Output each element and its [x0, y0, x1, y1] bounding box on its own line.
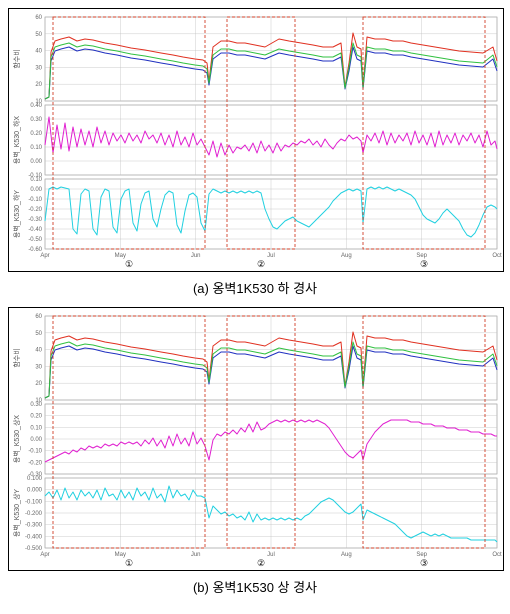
x-month-label: Jun: [191, 552, 201, 558]
ytick-label: -0.100: [25, 499, 43, 505]
ytick-label: 60: [35, 314, 42, 320]
ytick-label: -0.300: [25, 523, 43, 529]
x-month-label: Oct: [492, 253, 502, 259]
y-axis-label: 용벽_K530_하X: [12, 116, 21, 164]
ytick-label: 20: [35, 381, 42, 387]
x-month-label: Aug: [341, 552, 352, 558]
x-month-label: Apr: [40, 253, 49, 259]
ytick-label: 0.20: [30, 131, 42, 137]
ytick-label: 0.30: [30, 117, 42, 123]
y-axis-label: 용벽_K530_하Y: [12, 190, 21, 238]
ytick-label: -0.200: [25, 511, 43, 517]
x-month-label: Jul: [267, 552, 275, 558]
ytick-label: 0.00: [30, 187, 42, 193]
ytick-label: 40: [35, 49, 42, 55]
ytick-label: 0.00: [30, 437, 42, 443]
region-label: ②: [257, 558, 265, 568]
ytick-label: -0.30: [28, 217, 42, 223]
ytick-label: 50: [35, 32, 42, 38]
x-month-label: Apr: [40, 552, 49, 558]
ytick-label: -0.20: [28, 207, 42, 213]
ytick-label: 40: [35, 348, 42, 354]
chart-frame-b: 605040302010함수비0.300.200.100.00-0.10-0.2…: [8, 307, 504, 571]
ytick-label: 0.00: [30, 159, 42, 165]
panel-a: 605040302010함수비0.400.300.200.100.00-0.10…: [8, 8, 502, 297]
x-month-label: Jul: [267, 253, 275, 259]
region-label: ②: [257, 259, 265, 269]
region-label: ①: [125, 558, 133, 568]
ytick-label: 20: [35, 82, 42, 88]
y-axis-label: 용벽_K530_상X: [12, 415, 21, 463]
ytick-label: 0.10: [30, 425, 42, 431]
ytick-label: 60: [35, 15, 42, 21]
x-month-label: Oct: [492, 552, 502, 558]
chart-frame-a: 605040302010함수비0.400.300.200.100.00-0.10…: [8, 8, 504, 272]
ytick-label: 30: [35, 65, 42, 71]
caption-a: (a) 옹벽1K530 하 경사: [8, 278, 502, 297]
y-axis-label: 함수비: [12, 348, 21, 367]
ytick-label: 0.10: [30, 145, 42, 151]
ytick-label: 0.30: [30, 402, 42, 408]
ytick-label: 0.20: [30, 414, 42, 420]
ytick-label: -0.40: [28, 227, 42, 233]
region-label: ③: [420, 558, 428, 568]
y-axis-label: 함수비: [12, 49, 21, 68]
y-axis-label: 용벽_K530_상Y: [12, 489, 21, 537]
region-label: ③: [420, 259, 428, 269]
region-label: ①: [125, 259, 133, 269]
ytick-label: 0.40: [30, 103, 42, 109]
x-month-label: Aug: [341, 253, 352, 259]
panel-b: 605040302010함수비0.300.200.100.00-0.10-0.2…: [8, 307, 502, 596]
ytick-label: -0.20: [28, 460, 42, 466]
ytick-label: -0.400: [25, 534, 43, 540]
ytick-label: 0.000: [27, 488, 43, 494]
ytick-label: 30: [35, 364, 42, 370]
ytick-label: 0.100: [27, 476, 43, 482]
caption-b: (b) 옹벽1K530 상 경사: [8, 577, 502, 596]
ytick-label: 0.10: [30, 177, 42, 183]
ytick-label: -0.10: [28, 197, 42, 203]
ytick-label: 50: [35, 331, 42, 337]
ytick-label: -0.50: [28, 237, 42, 243]
ytick-label: -0.10: [28, 449, 42, 455]
x-month-label: Jun: [191, 253, 201, 259]
